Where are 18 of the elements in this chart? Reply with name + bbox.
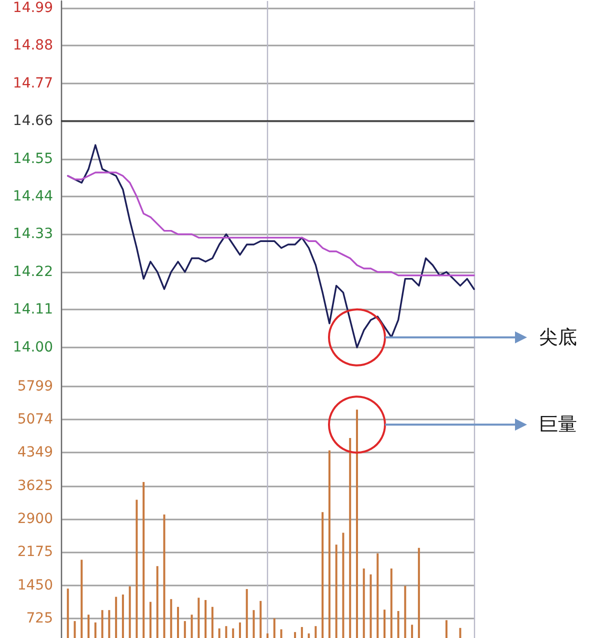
y-tick-label: 1450 xyxy=(17,577,53,594)
y-tick-label: 14.22 xyxy=(12,264,53,280)
y-tick-label: 14.11 xyxy=(12,302,53,318)
y-tick-label: 14.99 xyxy=(12,0,53,16)
y-tick-label: 14.66 xyxy=(12,113,54,130)
y-tick-label: 14.77 xyxy=(12,75,53,92)
y-tick-label: 5074 xyxy=(17,412,54,428)
y-tick-label: 14.55 xyxy=(12,150,53,167)
y-tick-label: 14.88 xyxy=(12,38,53,54)
y-tick-label: 2900 xyxy=(17,511,53,528)
y-tick-label: 4349 xyxy=(17,444,53,461)
y-tick-label: 2175 xyxy=(17,544,53,560)
y-tick-label: 5799 xyxy=(17,378,53,394)
y-tick-label: 14.44 xyxy=(12,188,54,205)
y-tick-label: 725 xyxy=(26,610,53,627)
text: 巨量 xyxy=(539,414,577,436)
y-tick-label: 3625 xyxy=(17,478,53,494)
y-tick-label: 14.33 xyxy=(12,226,53,242)
